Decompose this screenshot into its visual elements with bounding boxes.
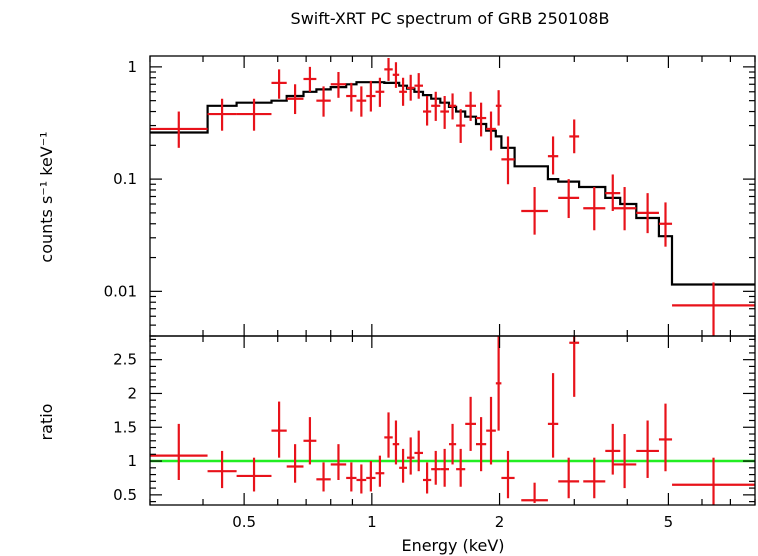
ratio-data-point — [303, 417, 317, 465]
spectrum-data-point — [286, 84, 304, 115]
ratio-data-point — [422, 462, 432, 494]
ratio-data-point — [414, 430, 423, 472]
ratio-data-point — [384, 412, 393, 458]
spectrum-data-point — [521, 187, 548, 235]
ratio-data-point — [605, 423, 621, 475]
y-tick-label: 1.5 — [113, 418, 137, 436]
spectrum-panel: 0.01 0.1 1 — [104, 55, 756, 337]
spectrum-data-point — [440, 96, 449, 129]
ratio-data-point — [440, 448, 449, 487]
chart-title: Swift-XRT PC spectrum of GRB 250108B — [291, 9, 610, 28]
spectrum-data-point — [605, 174, 621, 211]
ratio-data-point — [456, 448, 466, 487]
spectrum-data-point — [486, 111, 496, 151]
ratio-data-point — [286, 444, 304, 483]
ratio-data-point — [375, 455, 385, 487]
spectrum-data-point — [456, 109, 466, 143]
spectrum-data-point — [303, 66, 317, 92]
ratio-data-point — [316, 462, 331, 492]
ratio-data-point — [612, 434, 637, 489]
spectrum-data-point — [547, 136, 559, 175]
ratio-data-point — [346, 462, 357, 492]
ratio-data-point — [366, 461, 376, 492]
y-axis-label-counts: counts s⁻¹ keV⁻¹ — [37, 131, 56, 262]
spectrum-data-point — [636, 193, 659, 234]
ratio-data-point — [521, 482, 548, 503]
ratio-data-point — [236, 457, 272, 492]
spectrum-data-point — [422, 96, 432, 126]
spectrum-data-point — [366, 80, 376, 112]
spectrum-data-point — [150, 111, 208, 148]
spectrum-data-point — [356, 86, 367, 117]
ratio-data-point — [330, 444, 347, 480]
ratio-data-point — [406, 437, 415, 475]
spectrum-data-point — [392, 62, 400, 88]
ratio-data-point — [486, 396, 496, 465]
y-tick-label: 0.01 — [104, 282, 137, 300]
ratio-data-point — [448, 423, 457, 465]
spectrum-data-point — [346, 82, 357, 112]
x-tick-label: 2 — [495, 513, 505, 531]
ratio-data-point — [476, 417, 487, 472]
spectrum-data-point — [330, 72, 347, 98]
y-tick-label: 0.5 — [113, 486, 137, 504]
ratio-data-point — [636, 420, 659, 478]
spectrum-data-point — [476, 102, 487, 137]
spectrum-data-point — [406, 74, 415, 101]
y-tick-label: 2 — [127, 384, 137, 402]
spectrum-data-point — [271, 69, 287, 99]
ratio-data-point — [583, 457, 606, 499]
spectrum-data-point — [448, 93, 457, 120]
ratio-data-point — [672, 457, 755, 505]
y-axis-label-ratio: ratio — [37, 404, 56, 441]
ratio-data-point — [150, 423, 208, 480]
x-tick-label: 5 — [664, 513, 674, 531]
ratio-data-point — [501, 450, 515, 499]
spectrum-data-point — [375, 77, 385, 107]
y-tick-label: 0.1 — [113, 170, 137, 188]
ratio-data-point — [465, 396, 477, 451]
x-tick-label: 1 — [367, 513, 377, 531]
spectrum-data-point — [399, 77, 407, 106]
ratio-data-point — [569, 336, 580, 397]
x-tick-label: 0.5 — [232, 513, 256, 531]
ratio-data-point — [658, 403, 673, 472]
ratio-data-point — [356, 464, 367, 494]
spectrum-data-point — [501, 136, 515, 185]
spectrum-data-point — [612, 187, 637, 231]
x-axis-label: Energy (keV) — [401, 536, 504, 555]
ratio-data-point — [271, 401, 287, 458]
ratio-data-point — [431, 450, 441, 485]
spectrum-data-point — [672, 282, 755, 336]
ratio-frame — [149, 335, 756, 506]
spectrum-data-point — [316, 86, 331, 117]
spectrum-data-point — [207, 98, 237, 131]
spectrum-data-point — [658, 202, 673, 247]
ratio-data-point — [547, 373, 559, 458]
spectrum-data-point — [558, 179, 580, 219]
spectrum-data-point — [236, 98, 272, 131]
ratio-data-point — [392, 420, 400, 465]
ratio-data-point — [558, 457, 580, 499]
ratio-data-point — [207, 450, 237, 489]
spectrum-data-point — [384, 57, 393, 81]
ratio-panel: 0.5 1 2 5 0.5 1 1.5 2 2.5 — [113, 56, 756, 531]
spectrum-data-point — [495, 90, 502, 126]
ratio-data-point — [399, 448, 407, 483]
y-tick-label: 1 — [127, 452, 137, 470]
y-tick-label: 1 — [127, 58, 137, 76]
spectrum-data-point — [431, 91, 441, 121]
spectrum-data-point — [583, 187, 606, 231]
ratio-data-point — [495, 336, 502, 431]
spectrum-data-point — [569, 119, 580, 154]
spectrum-data-point — [414, 73, 423, 99]
y-tick-label: 2.5 — [113, 351, 137, 369]
spectrum-data-point — [465, 91, 477, 121]
